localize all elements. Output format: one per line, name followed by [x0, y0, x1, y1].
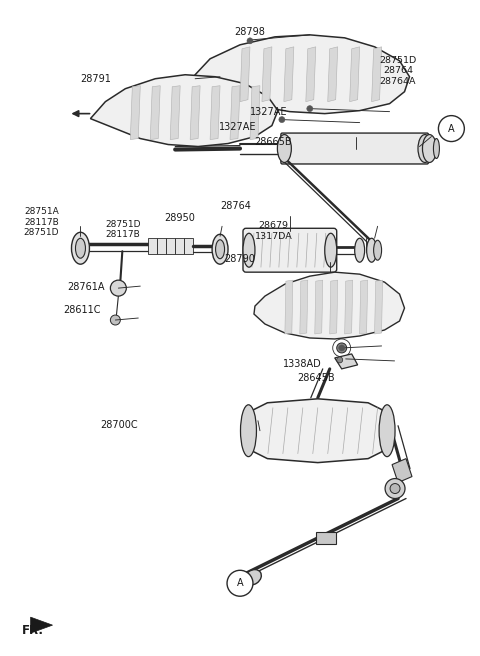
Text: 1327AE: 1327AE: [250, 107, 287, 117]
Circle shape: [279, 117, 285, 123]
Circle shape: [438, 115, 464, 142]
Polygon shape: [210, 86, 220, 140]
Polygon shape: [284, 47, 294, 102]
Text: 28751A
28117B
28751D: 28751A 28117B 28751D: [24, 207, 59, 237]
Ellipse shape: [75, 238, 85, 258]
Polygon shape: [315, 280, 323, 334]
Text: 28679
1317DA: 28679 1317DA: [254, 222, 292, 241]
Ellipse shape: [418, 134, 432, 163]
Polygon shape: [300, 280, 308, 334]
Ellipse shape: [373, 240, 382, 260]
Ellipse shape: [379, 405, 395, 457]
Polygon shape: [392, 459, 412, 483]
Polygon shape: [148, 238, 157, 255]
Polygon shape: [245, 399, 390, 462]
Text: A: A: [448, 123, 455, 134]
Text: 28950: 28950: [165, 213, 196, 223]
Polygon shape: [150, 86, 160, 140]
Polygon shape: [262, 47, 272, 102]
Circle shape: [336, 343, 347, 353]
FancyBboxPatch shape: [243, 228, 336, 272]
Polygon shape: [360, 280, 368, 334]
Polygon shape: [195, 35, 409, 113]
FancyBboxPatch shape: [281, 133, 429, 164]
Ellipse shape: [422, 134, 436, 163]
Polygon shape: [285, 280, 293, 334]
Text: 28665B: 28665B: [255, 136, 292, 146]
Text: FR.: FR.: [22, 624, 44, 637]
Ellipse shape: [325, 234, 336, 267]
Ellipse shape: [216, 239, 225, 258]
Text: 28751D
28764
28764A: 28751D 28764 28764A: [379, 56, 417, 86]
Polygon shape: [330, 280, 338, 334]
Polygon shape: [240, 47, 250, 102]
Text: 28761A: 28761A: [67, 283, 105, 293]
Text: 28791: 28791: [80, 74, 111, 85]
Polygon shape: [316, 533, 336, 544]
Circle shape: [339, 345, 345, 351]
Polygon shape: [230, 86, 240, 140]
Ellipse shape: [72, 232, 89, 264]
Polygon shape: [335, 354, 358, 369]
Ellipse shape: [355, 238, 365, 262]
Ellipse shape: [433, 138, 439, 159]
Polygon shape: [372, 47, 382, 102]
Text: 28798: 28798: [234, 27, 265, 37]
Ellipse shape: [212, 234, 228, 264]
Circle shape: [390, 483, 400, 493]
Polygon shape: [31, 617, 52, 633]
Polygon shape: [170, 86, 180, 140]
Text: 1338AD: 1338AD: [283, 359, 322, 369]
Circle shape: [110, 280, 126, 296]
Text: 28611C: 28611C: [63, 304, 101, 315]
Circle shape: [227, 570, 253, 596]
Polygon shape: [166, 238, 175, 255]
Polygon shape: [184, 238, 193, 255]
Polygon shape: [345, 280, 353, 334]
Text: 28751D
28117B: 28751D 28117B: [105, 220, 141, 239]
Text: A: A: [237, 578, 243, 588]
Polygon shape: [130, 86, 140, 140]
Polygon shape: [306, 47, 316, 102]
Polygon shape: [90, 75, 278, 146]
Ellipse shape: [240, 405, 256, 457]
Text: 1327AE: 1327AE: [218, 121, 256, 132]
Circle shape: [247, 38, 253, 44]
Circle shape: [110, 315, 120, 325]
Polygon shape: [175, 238, 184, 255]
Ellipse shape: [367, 238, 377, 262]
Ellipse shape: [245, 569, 261, 585]
Polygon shape: [157, 238, 166, 255]
Polygon shape: [350, 47, 360, 102]
Polygon shape: [374, 280, 383, 334]
Polygon shape: [328, 47, 338, 102]
Polygon shape: [250, 86, 260, 140]
Circle shape: [307, 106, 313, 112]
Text: 28700C: 28700C: [101, 420, 138, 430]
Ellipse shape: [243, 234, 255, 267]
Polygon shape: [254, 272, 405, 339]
Ellipse shape: [277, 134, 291, 163]
Circle shape: [385, 479, 405, 499]
Text: 28645B: 28645B: [298, 373, 335, 383]
Circle shape: [336, 357, 343, 363]
Text: 28790: 28790: [225, 254, 255, 264]
Text: 28764: 28764: [220, 201, 251, 211]
Polygon shape: [190, 86, 200, 140]
